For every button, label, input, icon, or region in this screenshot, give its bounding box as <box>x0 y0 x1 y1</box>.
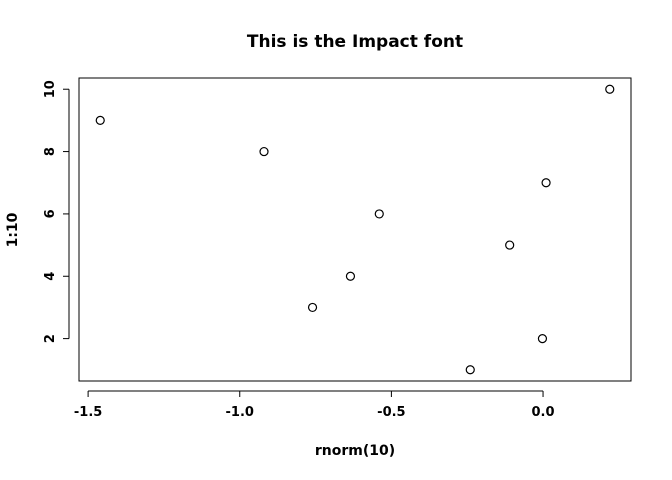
data-points <box>95 84 615 375</box>
x-axis: -1.5 -1.0 -0.5 0.0 <box>74 390 555 420</box>
x-axis-label: rnorm(10) <box>315 443 395 459</box>
data-point <box>307 302 318 313</box>
plot-area-frame <box>78 77 632 382</box>
x-tick-label: -1.5 <box>74 405 102 420</box>
y-tick-label: 10 <box>43 80 58 98</box>
y-tick-label: 4 <box>43 272 58 281</box>
chart-title: This is the Impact font <box>247 32 463 52</box>
data-point <box>259 146 269 157</box>
y-axis-label: 1:10 <box>5 212 21 247</box>
data-point <box>345 271 356 281</box>
data-point <box>537 334 548 344</box>
y-tick-label: 6 <box>43 209 58 218</box>
y-tick-label: 8 <box>43 147 58 156</box>
x-tick-label: -0.5 <box>377 405 405 420</box>
y-axis: 2 4 6 8 10 <box>43 80 70 343</box>
data-point <box>95 115 105 125</box>
data-point <box>505 240 515 250</box>
y-tick-label: 2 <box>43 334 58 343</box>
data-point <box>605 84 615 94</box>
x-tick-label: 0.0 <box>532 405 555 420</box>
data-point <box>374 209 384 219</box>
data-point <box>541 178 551 188</box>
x-tick-label: -1.0 <box>226 405 254 420</box>
data-point <box>465 365 475 375</box>
